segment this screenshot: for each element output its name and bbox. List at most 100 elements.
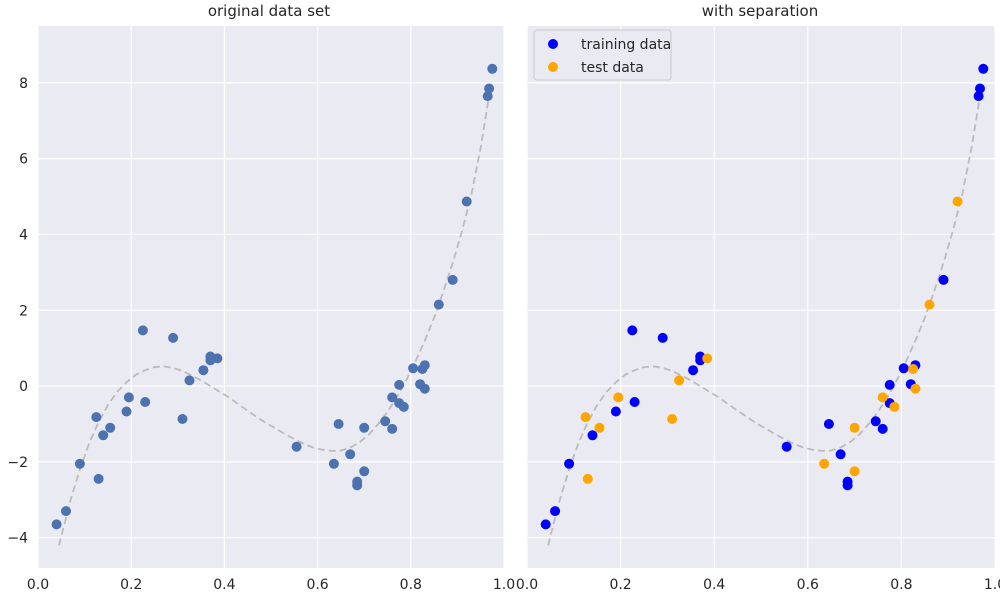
left-data-point	[105, 422, 116, 433]
right-test-data-point	[849, 466, 860, 477]
left-data-point	[91, 412, 102, 423]
right-x-tick-label: 0.0	[516, 577, 538, 593]
left-data-point	[359, 422, 370, 433]
right-training-data-point	[835, 449, 846, 460]
left-data-point	[184, 375, 195, 386]
left-data-point	[387, 423, 398, 434]
right-training-data-point	[587, 430, 598, 441]
left-data-point	[212, 353, 223, 364]
right-training-data-point	[540, 519, 551, 530]
left-y-tick-label: −4	[7, 531, 28, 547]
left-y-tick-label: 4	[19, 227, 28, 243]
right-plot-area	[527, 26, 995, 568]
right-test-data-point	[924, 299, 935, 310]
right-training-data-point	[629, 397, 640, 407]
left-data-point	[137, 325, 148, 336]
right-x-tick-label: 1.0	[984, 577, 1000, 593]
left-y-tick-label: −2	[7, 455, 28, 471]
right-test-data-point	[702, 353, 713, 364]
right-training-data-point	[627, 325, 638, 336]
left-data-point	[123, 392, 134, 403]
right-test-data-point	[908, 364, 919, 374]
left-data-point	[352, 480, 363, 491]
left-data-point	[328, 458, 339, 469]
right-training-data-point	[610, 406, 621, 417]
left-data-point	[51, 519, 62, 530]
right-test-data-point	[910, 383, 921, 394]
left-data-point	[291, 441, 302, 452]
right-test-data-point	[674, 375, 685, 386]
left-data-point	[93, 473, 104, 484]
left-x-tick-label: 0.8	[400, 577, 422, 593]
left-data-point	[408, 363, 419, 374]
legend-label: training data	[581, 37, 671, 53]
left-data-point	[140, 397, 151, 407]
right-training-data-point	[842, 480, 853, 491]
left-plot-area	[38, 26, 504, 568]
right-legend: training data test data	[533, 29, 672, 81]
right-training-data-point	[550, 506, 561, 517]
left-chart-panel: original data set 0.0 0.2 0.4 0.6 0.8 1.0 −4 −2…	[7, 2, 515, 593]
left-data-point	[419, 360, 430, 371]
right-test-data-point	[952, 196, 963, 207]
left-data-point	[98, 430, 109, 441]
right-test-data-point	[819, 458, 830, 469]
right-x-tick-label: 0.6	[797, 577, 819, 593]
right-test-data-point	[849, 422, 860, 433]
left-data-point	[394, 379, 405, 390]
left-data-point	[333, 419, 344, 429]
left-x-tick-label: 0.0	[27, 577, 49, 593]
right-training-data-point	[877, 423, 888, 434]
left-data-point	[198, 365, 209, 376]
left-data-point	[447, 274, 458, 285]
legend-marker	[548, 39, 558, 49]
left-y-tick-label: 2	[19, 303, 28, 319]
right-training-data-point	[657, 332, 668, 343]
left-x-tick-label: 0.4	[213, 577, 235, 593]
right-training-data-point	[781, 441, 792, 452]
right-chart-panel: with separation 0.0 0.2 0.4 0.6 0.8 1.0 traini…	[516, 2, 1000, 593]
right-x-tick-label: 0.4	[703, 577, 725, 593]
left-data-point	[380, 416, 391, 427]
right-test-data-point	[877, 392, 888, 403]
right-test-data-point	[582, 473, 593, 484]
left-data-point	[121, 406, 132, 417]
right-training-data-point	[938, 274, 949, 285]
left-data-point	[74, 458, 85, 469]
left-data-point	[61, 506, 71, 517]
left-data-point	[345, 449, 356, 460]
left-x-tick-label: 1.0	[493, 577, 515, 593]
left-y-tick-label: 8	[19, 76, 28, 92]
right-training-data-point	[978, 63, 989, 74]
left-data-point	[168, 332, 179, 343]
left-y-tick-label: 6	[19, 152, 28, 168]
right-test-data-point	[613, 392, 624, 403]
left-x-tick-label: 0.6	[306, 577, 328, 593]
left-data-point	[398, 401, 409, 412]
left-data-point	[387, 392, 398, 403]
right-test-data-point	[580, 412, 591, 423]
right-x-tick-label: 0.8	[890, 577, 912, 593]
right-chart-title: with separation	[702, 2, 818, 20]
legend-label: test data	[581, 60, 644, 76]
right-training-data-point	[975, 83, 985, 94]
left-y-tick-label: 0	[19, 379, 28, 395]
right-x-tick-label: 0.2	[609, 577, 631, 593]
left-data-point	[487, 63, 498, 74]
left-data-point	[359, 466, 370, 477]
right-test-data-point	[889, 401, 900, 412]
left-chart-title: original data set	[208, 2, 330, 20]
right-training-data-point	[564, 458, 575, 469]
left-x-tick-label: 0.2	[120, 577, 142, 593]
left-data-point	[484, 83, 495, 94]
right-test-data-point	[667, 414, 678, 424]
left-data-point	[433, 299, 444, 310]
right-training-data-point	[973, 91, 984, 102]
right-training-data-point	[688, 365, 699, 376]
right-training-data-point	[884, 379, 895, 390]
left-data-point	[482, 91, 493, 102]
right-training-data-point	[898, 363, 909, 374]
right-training-data-point	[870, 416, 881, 427]
right-training-data-point	[823, 419, 834, 429]
